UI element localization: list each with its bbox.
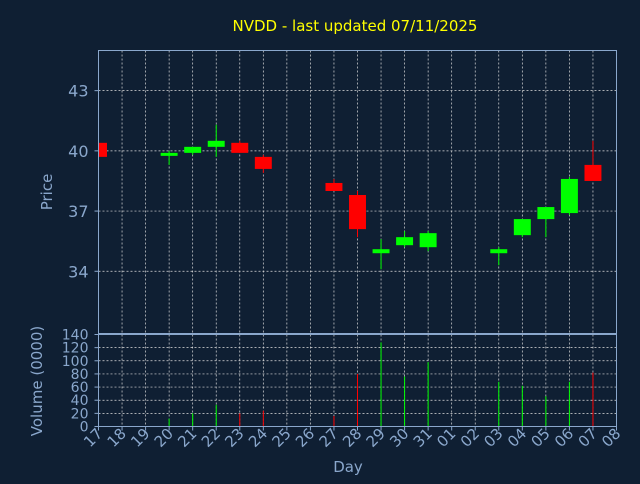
volume-tick-label: 20 bbox=[71, 406, 89, 422]
candle-body bbox=[254, 156, 272, 169]
candle-body bbox=[231, 142, 249, 153]
candle-body bbox=[560, 178, 578, 214]
candle-body bbox=[184, 146, 202, 153]
candle-body bbox=[513, 219, 531, 236]
day-tick-labels: 1718192021222324252627282930310102030405… bbox=[80, 425, 624, 451]
volume-tick-label: 40 bbox=[71, 393, 89, 409]
price-tick-label: 43 bbox=[68, 82, 88, 101]
volume-tick-label: 140 bbox=[62, 328, 89, 344]
candle-body bbox=[372, 249, 390, 254]
candle-body bbox=[490, 249, 508, 254]
price-panel-frame bbox=[98, 50, 617, 334]
candlesticks bbox=[98, 124, 602, 270]
candle-body bbox=[160, 152, 178, 156]
candle-body bbox=[98, 142, 107, 157]
candle-body bbox=[325, 182, 343, 191]
price-tick-label: 34 bbox=[68, 262, 88, 281]
candle-body bbox=[419, 233, 437, 248]
volume-tick-label: 60 bbox=[71, 380, 89, 396]
volume-tick-label: 120 bbox=[62, 341, 89, 357]
candle-body bbox=[584, 164, 602, 181]
price-tick-label: 37 bbox=[68, 202, 88, 221]
volume-tick-label: 100 bbox=[62, 354, 89, 370]
price-grid bbox=[98, 50, 617, 334]
price-tick-labels: 34 37 40 43 bbox=[68, 82, 99, 281]
volume-bars bbox=[98, 342, 594, 427]
volume-tick-label: 80 bbox=[71, 367, 89, 383]
price-tick-label: 40 bbox=[68, 142, 88, 161]
candle-body bbox=[349, 195, 366, 230]
candle-body bbox=[207, 140, 225, 147]
volume-panel-frame bbox=[98, 334, 617, 427]
volume-axis-label: Volume (0000) bbox=[28, 326, 46, 436]
day-axis-label: Day bbox=[333, 458, 363, 476]
candle-body bbox=[537, 207, 555, 220]
volume-tick-label: 0 bbox=[80, 420, 89, 436]
price-axis-label: Price bbox=[38, 174, 56, 211]
chart-title: NVDD - last updated 07/11/2025 bbox=[233, 17, 478, 35]
candle-body bbox=[396, 237, 414, 246]
